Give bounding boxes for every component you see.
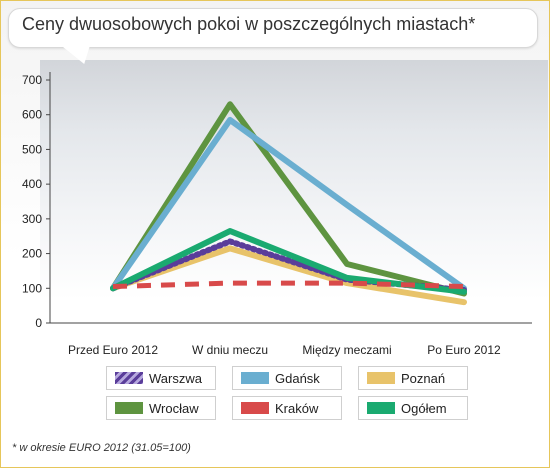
y-tick-label: 0 — [35, 316, 42, 330]
x-tick-label: Przed Euro 2012 — [68, 343, 158, 357]
legend-swatch-poznan — [367, 372, 395, 384]
legend-item-wroclaw: Wrocław — [106, 396, 216, 420]
legend-swatch-wroclaw — [115, 402, 143, 414]
y-tick-label: 500 — [22, 142, 42, 156]
legend-swatch-warszwa — [115, 372, 143, 384]
series-line-wrocław — [110, 101, 467, 297]
legend-item-ogolem: Ogółem — [358, 396, 468, 420]
y-tick-label: 100 — [22, 281, 42, 295]
legend-swatch-gdansk — [241, 372, 269, 384]
x-tick-label: Po Euro 2012 — [427, 343, 501, 357]
legend-item-warszwa: Warszwa — [106, 366, 216, 390]
y-tick-label: 400 — [22, 177, 42, 191]
chart-title: Ceny dwuosobowych pokoi w poszczególnych… — [22, 14, 476, 34]
footnote: * w okresie EURO 2012 (31.05=100) — [12, 442, 191, 454]
y-tick-label: 600 — [22, 108, 42, 122]
title-bubble — [8, 8, 538, 48]
legend-label-wroclaw: Wrocław — [149, 400, 199, 416]
series-line-kraków — [112, 280, 465, 290]
legend-item-krakow: Kraków — [232, 396, 342, 420]
legend-item-poznan: Poznań — [358, 366, 468, 390]
legend-label-warszwa: Warszwa — [149, 370, 202, 386]
y-tick-label: 300 — [22, 212, 42, 226]
legend-label-ogolem: Ogółem — [401, 400, 447, 416]
series-line-gdańsk — [110, 116, 467, 292]
legend-label-krakow: Kraków — [275, 400, 319, 416]
legend-label-gdansk: Gdańsk — [275, 370, 320, 386]
x-tick-label: Między meczami — [302, 343, 391, 357]
x-tick-label: W dniu meczu — [192, 343, 268, 357]
series-line-poznań — [110, 245, 467, 306]
legend-swatch-krakow — [241, 402, 269, 414]
legend-label-poznan: Poznań — [401, 370, 446, 386]
y-tick-label: 200 — [22, 247, 42, 261]
legend-item-gdansk: Gdańsk — [232, 366, 342, 390]
legend-swatch-ogolem — [367, 402, 395, 414]
legend: Warszwa Gdańsk Poznań Wrocław Kraków Ogó… — [106, 366, 476, 424]
y-tick-label: 700 — [22, 73, 42, 87]
